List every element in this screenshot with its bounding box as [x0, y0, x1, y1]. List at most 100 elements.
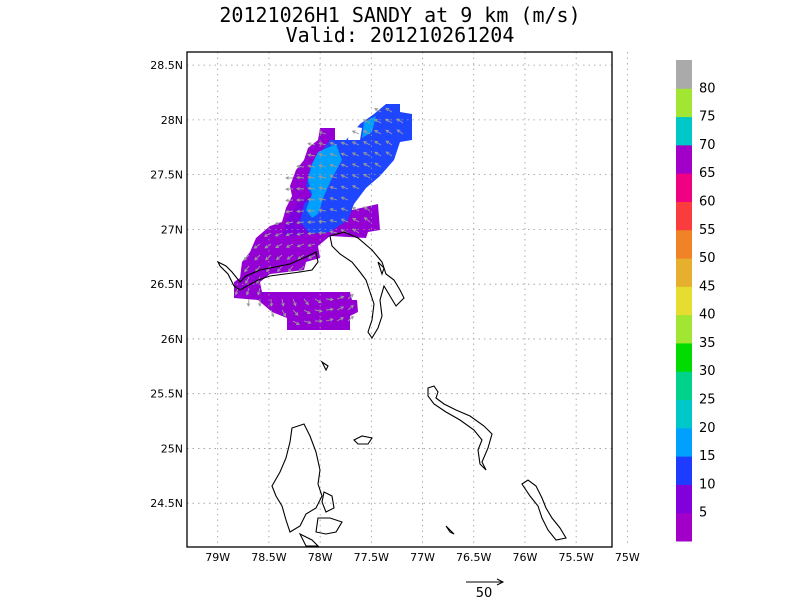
wind-vector-head [385, 118, 390, 123]
wind-vector [303, 309, 311, 314]
wind-region-20-25 [306, 144, 342, 218]
wind-vector [341, 218, 349, 223]
wind-vector [319, 153, 327, 157]
wind-vector [275, 221, 283, 225]
wind-vector [296, 165, 305, 168]
colorbar-label: 65 [699, 166, 716, 181]
wind-vector-head [285, 209, 290, 214]
wind-vector-head [285, 176, 289, 180]
colorbar-swatch [676, 371, 692, 401]
wind-vector-head [285, 198, 289, 203]
colorbar-swatch [676, 229, 692, 259]
wind-vector [254, 243, 261, 249]
wind-vector [363, 174, 371, 179]
lat-tick-label: 26N [161, 333, 183, 346]
wind-vector-head [318, 231, 322, 235]
wind-vector [330, 164, 338, 168]
wind-vector-head [396, 118, 401, 122]
colorbar-swatch [676, 60, 692, 89]
wind-vector-head [385, 140, 390, 144]
wind-vector [341, 229, 349, 234]
colorbar-label: 55 [699, 223, 716, 238]
lon-tick-label: 76.5W [456, 551, 491, 564]
wind-vector-head [307, 197, 311, 202]
wind-vector-head [318, 153, 323, 157]
wind-vector-head [296, 209, 300, 214]
wind-vector [341, 153, 349, 157]
latitude-labels: 28.5N 28N 27.5N 27N 26.5N 26N 25.5N 25N 24.5N [150, 59, 183, 510]
wind-vector [292, 320, 300, 325]
wind-vector [264, 243, 272, 249]
wind-vector [363, 163, 371, 168]
wind-vector-head [307, 175, 312, 180]
wind-vector-head [329, 230, 334, 234]
wind-vector-head [385, 129, 390, 134]
longitude-labels: 79W 78.5W 78W 77.5W 77W 76.5W 76W 75.5W 75W [205, 551, 640, 564]
wind-vector [303, 298, 309, 305]
wind-vector-head [340, 174, 345, 179]
wind-vector [299, 265, 305, 272]
wind-vector-head [285, 232, 290, 237]
wind-vector [341, 207, 349, 212]
colorbar-swatch [676, 456, 692, 485]
wind-vector-head [307, 220, 311, 224]
wind-vector [235, 287, 239, 295]
wind-vector [374, 151, 382, 157]
wind-vector [308, 254, 316, 259]
wind-vector-head [285, 187, 289, 191]
map-title: 20121026H1 SANDY at 9 km (m/s) [219, 3, 581, 27]
wind-vector-head [243, 256, 248, 261]
wind-vector [341, 174, 349, 179]
wind-vector [319, 209, 327, 212]
wind-speed-colorbar: 5 10 15 20 25 30 35 40 45 50 55 60 65 70 75 80 [676, 60, 716, 542]
wind-vector-head [264, 245, 269, 249]
wind-vector-head [362, 130, 367, 134]
wind-vector [285, 199, 294, 202]
wind-vector [364, 206, 371, 212]
wind-vector [330, 231, 338, 234]
wind-vector-head [274, 233, 279, 237]
wind-vector [308, 165, 316, 168]
wind-vector-head [318, 164, 323, 168]
lat-tick-label: 24.5N [150, 497, 183, 510]
wind-vector [364, 217, 371, 223]
wind-vector-head [340, 185, 345, 189]
wind-vector [347, 316, 354, 322]
wind-vector [314, 298, 322, 304]
wind-vector [330, 197, 338, 201]
wind-vector [352, 130, 360, 135]
wind-vector-head [275, 244, 279, 249]
colorbar-label: 15 [699, 449, 716, 464]
wind-vector-head [263, 233, 268, 237]
wind-vector [325, 318, 333, 322]
wind-vector-head [385, 107, 390, 112]
lat-tick-label: 26.5N [150, 278, 183, 291]
wind-vector-head [294, 312, 299, 316]
wind-vector [347, 293, 354, 300]
wind-vector [286, 210, 294, 213]
wind-vector [319, 164, 327, 168]
wind-vector-head [351, 163, 356, 167]
colorbar-label: 60 [699, 194, 716, 209]
wind-vector [296, 177, 305, 179]
wind-vector-head [350, 293, 354, 298]
wind-vector [319, 131, 327, 135]
wind-vector-head [318, 131, 323, 135]
wind-vector [292, 309, 299, 316]
wind-vector [307, 198, 316, 201]
wind-vector [288, 265, 294, 272]
wind-vector-head [265, 256, 269, 261]
wind-vector [297, 254, 305, 260]
wind-vector [396, 118, 404, 124]
wind-vector-head [277, 268, 281, 273]
wind-vector-head [285, 221, 290, 225]
colorbar-swatch [676, 258, 692, 287]
wind-vector-head [307, 142, 312, 146]
wind-vector-head [318, 208, 323, 213]
wind-vector [352, 228, 360, 234]
wind-vector [336, 317, 344, 322]
wind-vector [330, 186, 338, 190]
wind-vector-head [296, 164, 300, 169]
wind-vector-head [307, 320, 312, 325]
wind-vector [297, 243, 305, 247]
